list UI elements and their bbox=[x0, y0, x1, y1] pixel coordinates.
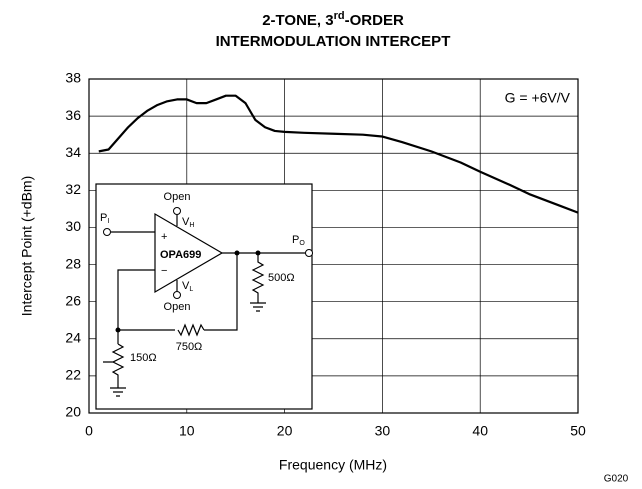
circuit-wires bbox=[103, 215, 305, 397]
terminal bbox=[173, 207, 181, 215]
label: V bbox=[182, 216, 190, 228]
label: VL bbox=[182, 280, 193, 293]
label-subscript: I bbox=[107, 218, 109, 225]
label: Open bbox=[164, 301, 191, 313]
label-subscript: O bbox=[299, 240, 305, 247]
y-tick-label: 22 bbox=[65, 367, 81, 383]
x-tick-label: 40 bbox=[472, 423, 488, 439]
amp-label: OPA699 bbox=[160, 249, 201, 261]
y-tick-label: 28 bbox=[65, 255, 81, 271]
y-tick-label: 26 bbox=[65, 292, 81, 308]
figure-id: G020 bbox=[604, 474, 629, 485]
chart-title: INTERMODULATION INTERCEPT bbox=[216, 33, 451, 50]
junction bbox=[255, 250, 261, 256]
label: 150Ω bbox=[130, 352, 157, 364]
annotation: G = +6V/V bbox=[505, 90, 571, 106]
y-tick-label: 36 bbox=[65, 107, 81, 123]
y-tick-label: 38 bbox=[65, 70, 81, 86]
title-part: 2-TONE, 3 bbox=[262, 12, 333, 29]
label: PI bbox=[100, 212, 109, 225]
x-tick-label: 30 bbox=[375, 423, 391, 439]
chart-title: 2-TONE, 3rd-ORDER bbox=[262, 10, 404, 29]
label: PO bbox=[292, 234, 305, 247]
y-tick-label: 30 bbox=[65, 218, 81, 234]
label-subscript: H bbox=[189, 222, 194, 229]
x-tick-label: 50 bbox=[570, 423, 586, 439]
label: − bbox=[161, 265, 167, 277]
label: VH bbox=[182, 216, 194, 229]
y-tick-label: 24 bbox=[65, 329, 81, 345]
label: P bbox=[100, 212, 107, 224]
terminal bbox=[305, 249, 313, 257]
title-superscript: rd bbox=[334, 10, 345, 22]
label: Open bbox=[164, 191, 191, 203]
terminal bbox=[173, 291, 181, 299]
line-series bbox=[98, 94, 579, 214]
label: V bbox=[182, 280, 190, 292]
y-tick-label: 20 bbox=[65, 404, 81, 420]
title-part: -ORDER bbox=[345, 12, 404, 29]
label: P bbox=[292, 234, 299, 246]
label-subscript: L bbox=[189, 286, 193, 293]
label: 500Ω bbox=[268, 272, 295, 284]
junction bbox=[115, 327, 121, 333]
x-tick-label: 10 bbox=[179, 423, 195, 439]
label: 750Ω bbox=[176, 341, 203, 353]
label: + bbox=[161, 231, 167, 243]
x-axis-label: Frequency (MHz) bbox=[279, 457, 387, 473]
y-tick-label: 32 bbox=[65, 181, 81, 197]
x-tick-label: 20 bbox=[277, 423, 293, 439]
y-axis-label: Intercept Point (+dBm) bbox=[19, 176, 35, 316]
x-tick-label: 0 bbox=[85, 423, 93, 439]
junction bbox=[234, 250, 240, 256]
circuit-inset: Open Open VH VL PI PO OPA699 + − 500Ω 75… bbox=[95, 183, 313, 410]
op-amp bbox=[154, 212, 224, 294]
inset-frame bbox=[95, 183, 313, 410]
y-tick-label: 34 bbox=[65, 144, 81, 160]
terminal bbox=[103, 228, 111, 236]
